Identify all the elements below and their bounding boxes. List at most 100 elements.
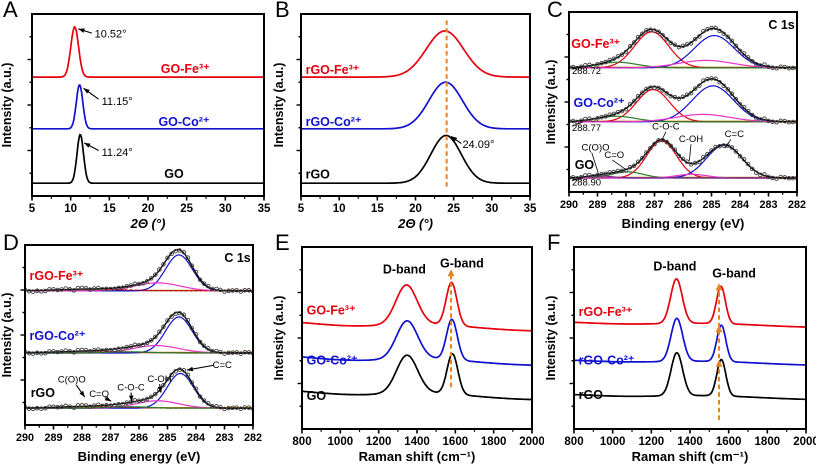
data-point-marker [599,60,604,66]
data-point-marker [701,78,706,83]
data-point-marker [709,76,714,81]
data-point-marker [697,83,702,88]
data-point-marker [148,276,154,281]
data-point-marker [660,137,665,143]
data-point-marker [611,111,617,117]
data-point-marker [660,88,665,93]
data-point-marker [132,342,138,348]
data-point-marker [758,63,763,68]
x-tick-label: 283 [215,432,233,444]
data-point-marker [169,314,174,319]
data-point-marker [222,406,227,412]
annotation-text-c-o-c: C-O-C [117,382,145,393]
data-point-marker [205,283,211,289]
x-tick-label: 10 [333,203,346,215]
sample-label-go-fe: GO-Fe³⁺ [307,303,356,317]
data-point-marker [640,31,645,36]
data-point-marker [721,31,726,37]
data-point-marker [132,281,138,287]
data-point-marker [684,92,690,97]
data-point-marker [100,286,105,292]
data-point-marker [140,398,146,403]
x-tick-label: 30 [219,203,232,215]
data-point-marker [75,403,81,408]
data-point-marker [83,403,89,408]
data-point-marker [741,157,747,162]
x-tick-label: 284 [731,199,749,211]
x-tick-label: 15 [371,203,384,215]
data-point-marker [790,119,796,125]
annotation-text-c-c: C=C [213,360,232,371]
data-point-marker [51,404,56,409]
x-tick-label: 5 [298,203,305,215]
data-point-marker [591,63,596,69]
sample-label-go-co: GO-Co²⁺ [158,115,209,129]
x-tick-label: 287 [101,432,119,444]
data-point-marker [193,386,199,391]
x-tick-label: 1600 [443,436,469,448]
sample-label-go-fe: GO-Fe³⁺ [161,62,210,76]
data-point-marker [59,349,64,354]
annotation-line [688,144,692,161]
data-point-marker [701,28,706,34]
data-point-marker [770,175,775,181]
data-point-marker [104,347,109,353]
data-point-marker [205,401,211,406]
data-point-marker [725,34,731,40]
data-point-marker [713,25,718,31]
curves-group [303,281,531,401]
data-point-marker [173,248,178,254]
data-point-marker [733,96,739,102]
curve-rgo-co [302,81,529,130]
x-tick-label: 20 [142,203,155,215]
curves-group [570,25,796,181]
annotation-text-c-o-c: C-O-C [652,121,680,132]
plot-frame [573,246,807,430]
data-point-marker [607,57,612,63]
data-point-marker [591,174,596,179]
panel-letter-a: A [3,0,18,22]
data-point-marker [197,339,203,345]
x-tick-label: 2000 [793,436,816,448]
data-point-marker [71,288,77,293]
data-point-marker [692,36,698,42]
annotation-line [591,152,599,173]
sample-label-rgo-co: rGO-Co²⁺ [306,115,362,129]
panel-f-plot: 800 1000 1200 1400 1600 1800 2000 Raman shift (… [544,246,816,464]
data-point-marker [39,406,44,411]
data-point-marker [108,286,113,292]
data-point-marker [30,351,36,356]
data-point-marker [193,332,199,337]
band-label-d-band: D-band [653,260,696,274]
data-point-marker [222,289,227,294]
data-point-marker [34,350,40,356]
data-point-marker [96,402,101,408]
data-point-marker [116,401,121,407]
band-label-g-band: G-band [712,267,756,281]
data-point-marker [766,174,771,180]
data-point-marker [47,287,52,292]
data-point-marker [570,119,572,124]
sample-label-go-fe: GO-Fe³⁺ [571,37,620,51]
y-axis-label: Intensity (a.u.) [544,296,558,381]
data-point-marker [79,402,85,408]
data-point-marker [774,176,779,181]
data-point-marker [578,174,584,180]
data-point-marker [603,59,608,65]
x-tick-label: 284 [187,432,205,444]
curve-rgo-fe [575,278,805,328]
data-point-marker [210,404,215,409]
data-point-marker [684,159,690,164]
data-point-marker [754,115,759,121]
data-point-marker [26,349,28,354]
curves-group [26,248,252,412]
data-point-marker [701,154,706,160]
data-point-marker [26,287,28,292]
data-point-marker [794,119,796,124]
data-point-marker [185,317,191,323]
data-point-marker [676,96,682,101]
data-point-marker [144,396,150,402]
data-point-marker [120,285,125,291]
data-point-marker [770,119,775,125]
data-point-marker [627,165,633,170]
